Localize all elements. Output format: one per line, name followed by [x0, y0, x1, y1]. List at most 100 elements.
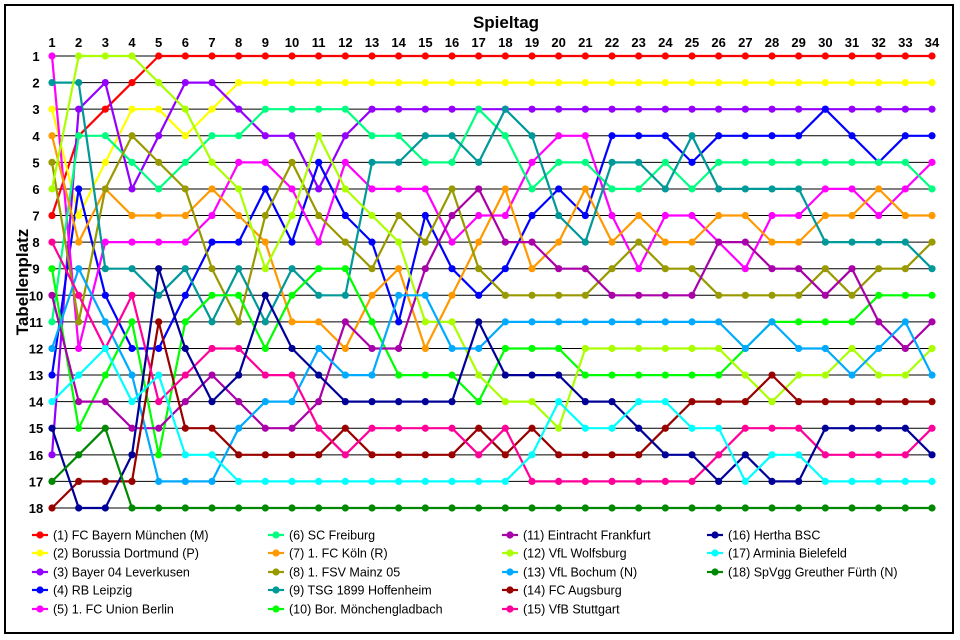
x-tick-label: 14 [391, 35, 406, 50]
data-point-3 [661, 105, 669, 113]
data-point-18 [315, 504, 323, 512]
series-line-17 [51, 347, 932, 483]
data-point-13 [341, 371, 349, 379]
data-point-13 [421, 291, 429, 299]
data-point-10 [368, 318, 376, 326]
x-tick-label: 22 [605, 35, 619, 50]
data-point-9 [555, 211, 563, 220]
data-point-17 [928, 477, 936, 486]
data-point-2 [555, 78, 563, 87]
data-point-9 [448, 132, 456, 140]
y-tick-label: 10 [29, 288, 43, 303]
x-tick-label: 12 [338, 35, 352, 50]
data-point-7 [768, 238, 776, 246]
data-point-11 [555, 265, 563, 273]
data-point-8 [821, 265, 829, 273]
x-tick-label: 1 [48, 35, 55, 50]
data-point-3 [741, 105, 749, 113]
data-point-15 [741, 424, 749, 432]
data-point-18 [795, 504, 803, 512]
data-point-6 [421, 158, 429, 166]
data-point-1 [661, 52, 669, 60]
data-point-8 [768, 291, 776, 299]
data-point-3 [341, 132, 349, 140]
data-point-6 [635, 185, 643, 193]
data-point-7 [928, 211, 936, 220]
x-tick-label: 29 [791, 35, 805, 50]
data-point-2 [475, 78, 483, 87]
data-point-9 [475, 158, 483, 166]
data-point-6 [608, 185, 616, 193]
data-point-12 [875, 371, 883, 379]
data-point-5 [688, 211, 696, 220]
legend-item: (10) Bor. Mönchengladbach [268, 603, 443, 617]
data-point-15 [581, 477, 589, 486]
data-point-18 [128, 504, 136, 512]
data-point-8 [555, 291, 563, 299]
data-point-13 [315, 344, 323, 353]
data-point-14 [475, 424, 483, 432]
data-point-6 [821, 158, 829, 166]
data-point-10 [501, 344, 509, 353]
data-point-13 [181, 477, 189, 486]
x-tick-label: 31 [845, 35, 859, 50]
data-point-7 [48, 132, 56, 140]
data-point-11 [475, 185, 483, 193]
y-tick-label: 2 [32, 76, 39, 91]
data-point-5 [475, 211, 483, 220]
data-point-4 [261, 185, 269, 193]
data-point-13 [208, 477, 216, 486]
data-point-16 [528, 371, 536, 379]
data-point-2 [128, 105, 136, 113]
data-point-6 [395, 132, 403, 140]
legend: (1) FC Bayern München (M) (2) Borussia Do… [32, 529, 898, 617]
data-point-17 [181, 451, 189, 459]
data-point-2 [155, 105, 163, 113]
data-point-4 [368, 238, 376, 246]
data-point-7 [581, 185, 589, 193]
data-point-15 [208, 344, 216, 353]
legend-label: (1) FC Bayern München (M) [53, 529, 209, 543]
data-point-9 [928, 265, 936, 273]
legend-label: (2) Borussia Dortmund (P) [53, 547, 199, 561]
data-point-17 [875, 477, 883, 486]
data-point-8 [875, 265, 883, 273]
data-point-9 [688, 132, 696, 140]
data-point-13 [288, 398, 296, 406]
data-point-2 [688, 78, 696, 87]
legend-swatch-marker [272, 568, 280, 576]
data-point-11 [341, 318, 349, 326]
data-point-4 [421, 211, 429, 220]
data-point-5 [75, 344, 83, 353]
data-point-12 [901, 371, 909, 379]
data-point-6 [688, 185, 696, 193]
data-point-9 [368, 158, 376, 166]
data-point-11 [208, 371, 216, 379]
data-point-17 [555, 398, 563, 406]
data-point-10 [928, 291, 936, 299]
data-point-12 [448, 318, 456, 326]
data-point-13 [821, 344, 829, 353]
data-point-11 [315, 398, 323, 406]
data-point-11 [235, 398, 243, 406]
data-point-4 [48, 371, 56, 379]
data-point-18 [155, 504, 163, 512]
data-point-4 [528, 211, 536, 220]
data-point-9 [315, 291, 323, 299]
data-point-2 [235, 78, 243, 87]
data-point-3 [875, 105, 883, 113]
data-point-1 [528, 52, 536, 60]
data-point-18 [101, 424, 109, 432]
data-point-16 [101, 504, 109, 512]
x-tick-label: 20 [551, 35, 565, 50]
data-point-14 [48, 504, 56, 512]
legend-swatch-marker [711, 531, 719, 539]
x-tick-label: 24 [658, 35, 673, 50]
data-point-6 [715, 158, 723, 166]
data-point-9 [901, 238, 909, 246]
data-point-1 [768, 52, 776, 60]
data-point-18 [501, 504, 509, 512]
data-point-14 [635, 451, 643, 459]
data-point-4 [501, 265, 509, 273]
data-point-2 [288, 78, 296, 87]
